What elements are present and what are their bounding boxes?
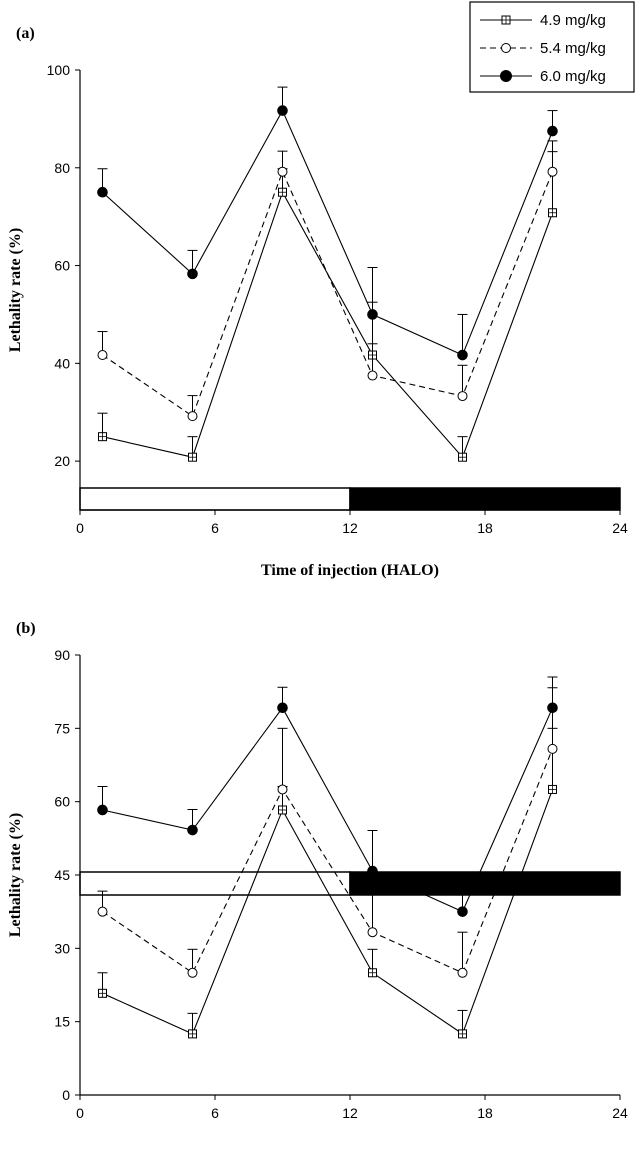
x-tick-label: 18	[477, 520, 493, 536]
data-point	[277, 702, 288, 714]
data-point	[187, 411, 198, 422]
x-axis-title: Time of injection (HALO)	[261, 1147, 439, 1149]
y-tick-label: 20	[54, 453, 70, 469]
chart-panel-a: (a) 20 40 60 80 100 0 6 12 18 24 Time of injection …	[7, 25, 628, 579]
legend-marker	[501, 43, 511, 53]
data-point	[547, 702, 558, 714]
x-tick-label: 24	[612, 1105, 628, 1121]
y-tick-label: 30	[54, 940, 70, 956]
data-point	[277, 784, 288, 795]
data-point	[277, 166, 288, 177]
data-point	[547, 166, 558, 177]
x-tick-label: 0	[76, 520, 84, 536]
chart-panel-b: (b) 0 15 30 45 60 75 90 0 6 12 18 24 Time of injectio…	[7, 620, 628, 1149]
y-axis-title: Lethality rate (%)	[7, 813, 24, 937]
x-axis-title: Time of injection (HALO)	[261, 562, 439, 579]
panel-label: (b)	[16, 620, 36, 637]
series-line	[102, 190, 554, 459]
legend-label: 4.9 mg/kg	[540, 12, 606, 29]
series-line	[102, 748, 554, 974]
data-point	[457, 906, 468, 917]
series-5-4-mg-kg	[97, 140, 558, 422]
x-tick-label: 18	[477, 1105, 493, 1121]
y-tick-label: 100	[47, 62, 71, 78]
data-point	[367, 309, 378, 320]
data-point	[187, 967, 198, 978]
legend-marker	[500, 70, 512, 82]
series-6-0-mg-kg	[97, 86, 558, 361]
data-point	[457, 349, 468, 361]
series-line	[102, 789, 554, 1035]
data-point	[457, 391, 468, 402]
data-point	[547, 743, 558, 754]
x-tick-label: 24	[612, 520, 628, 536]
data-point	[187, 268, 198, 280]
x-tick-label: 6	[211, 520, 219, 536]
y-tick-label: 45	[54, 867, 70, 883]
data-point	[457, 967, 468, 978]
legend-label: 5.4 mg/kg	[540, 40, 606, 57]
y-tick-label: 60	[54, 258, 70, 274]
dark-phase-bar	[349, 871, 621, 896]
x-tick-label: 12	[342, 520, 358, 536]
y-axis-title: Lethality rate (%)	[7, 228, 24, 352]
series-6-0-mg-kg	[97, 676, 558, 917]
y-tick-label: 90	[54, 647, 70, 663]
series-4-9-mg-kg	[97, 727, 558, 1039]
data-point	[367, 370, 378, 381]
x-tick-label: 6	[211, 1105, 219, 1121]
data-point	[187, 824, 198, 836]
series-4-9-mg-kg	[97, 151, 558, 462]
data-point	[367, 927, 378, 938]
data-point	[367, 865, 378, 877]
data-point	[97, 906, 108, 917]
x-tick-label: 12	[342, 1105, 358, 1121]
y-tick-label: 15	[54, 1014, 70, 1030]
y-tick-label: 40	[54, 355, 70, 371]
data-point	[277, 105, 288, 116]
legend-box	[469, 1, 635, 93]
y-tick-label: 75	[54, 720, 70, 736]
data-point	[97, 350, 108, 361]
data-point	[547, 125, 558, 137]
panel-label: (a)	[16, 25, 35, 42]
data-point	[97, 804, 108, 816]
light-phase-bar	[79, 871, 351, 896]
legend-label: 6.0 mg/kg	[540, 68, 606, 85]
light-phase-bar	[79, 487, 351, 511]
series-line	[102, 109, 554, 356]
series-line	[102, 706, 554, 913]
x-tick-label: 0	[76, 1105, 84, 1121]
dark-phase-bar	[349, 487, 621, 511]
series-5-4-mg-kg	[97, 687, 558, 978]
y-tick-label: 80	[54, 160, 70, 176]
legend: 4.9 mg/kg 5.4 mg/kg 6.0 mg/kg	[469, 1, 635, 93]
series-line	[102, 170, 554, 417]
data-point	[97, 186, 108, 198]
y-tick-label: 0	[62, 1087, 70, 1103]
y-tick-label: 60	[54, 794, 70, 810]
